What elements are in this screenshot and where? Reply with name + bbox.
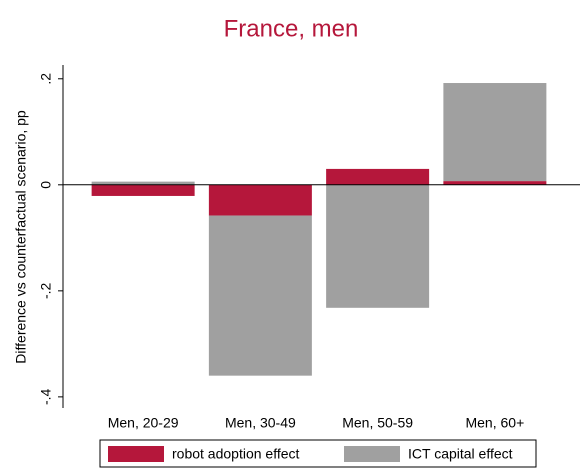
- legend-box: [99, 439, 537, 468]
- bar: [443, 83, 547, 182]
- bar: [326, 168, 430, 185]
- chart-title: France, men: [224, 15, 359, 42]
- legend-swatch: [344, 446, 400, 462]
- bar: [326, 184, 430, 308]
- legend-swatch: [108, 446, 164, 462]
- y-tick-label: 0: [38, 181, 54, 189]
- x-tick-label: Men, 20-29: [108, 415, 179, 431]
- bar: [208, 215, 312, 376]
- y-tick-label: .2: [38, 73, 54, 85]
- x-tick-label: Men, 30-49: [225, 415, 296, 431]
- y-tick-label: -.4: [38, 388, 54, 405]
- bar: [443, 181, 547, 185]
- bar: [91, 184, 195, 196]
- y-tick-label: -.2: [38, 282, 54, 299]
- legend-label: robot adoption effect: [172, 446, 300, 462]
- x-tick-label: Men, 50-59: [342, 415, 413, 431]
- bar: [91, 181, 195, 185]
- bar: [208, 184, 312, 216]
- y-axis-label: Difference vs counterfactual scenario, p…: [13, 110, 29, 364]
- legend-label: ICT capital effect: [408, 446, 513, 462]
- x-tick-label: Men, 60+: [465, 415, 524, 431]
